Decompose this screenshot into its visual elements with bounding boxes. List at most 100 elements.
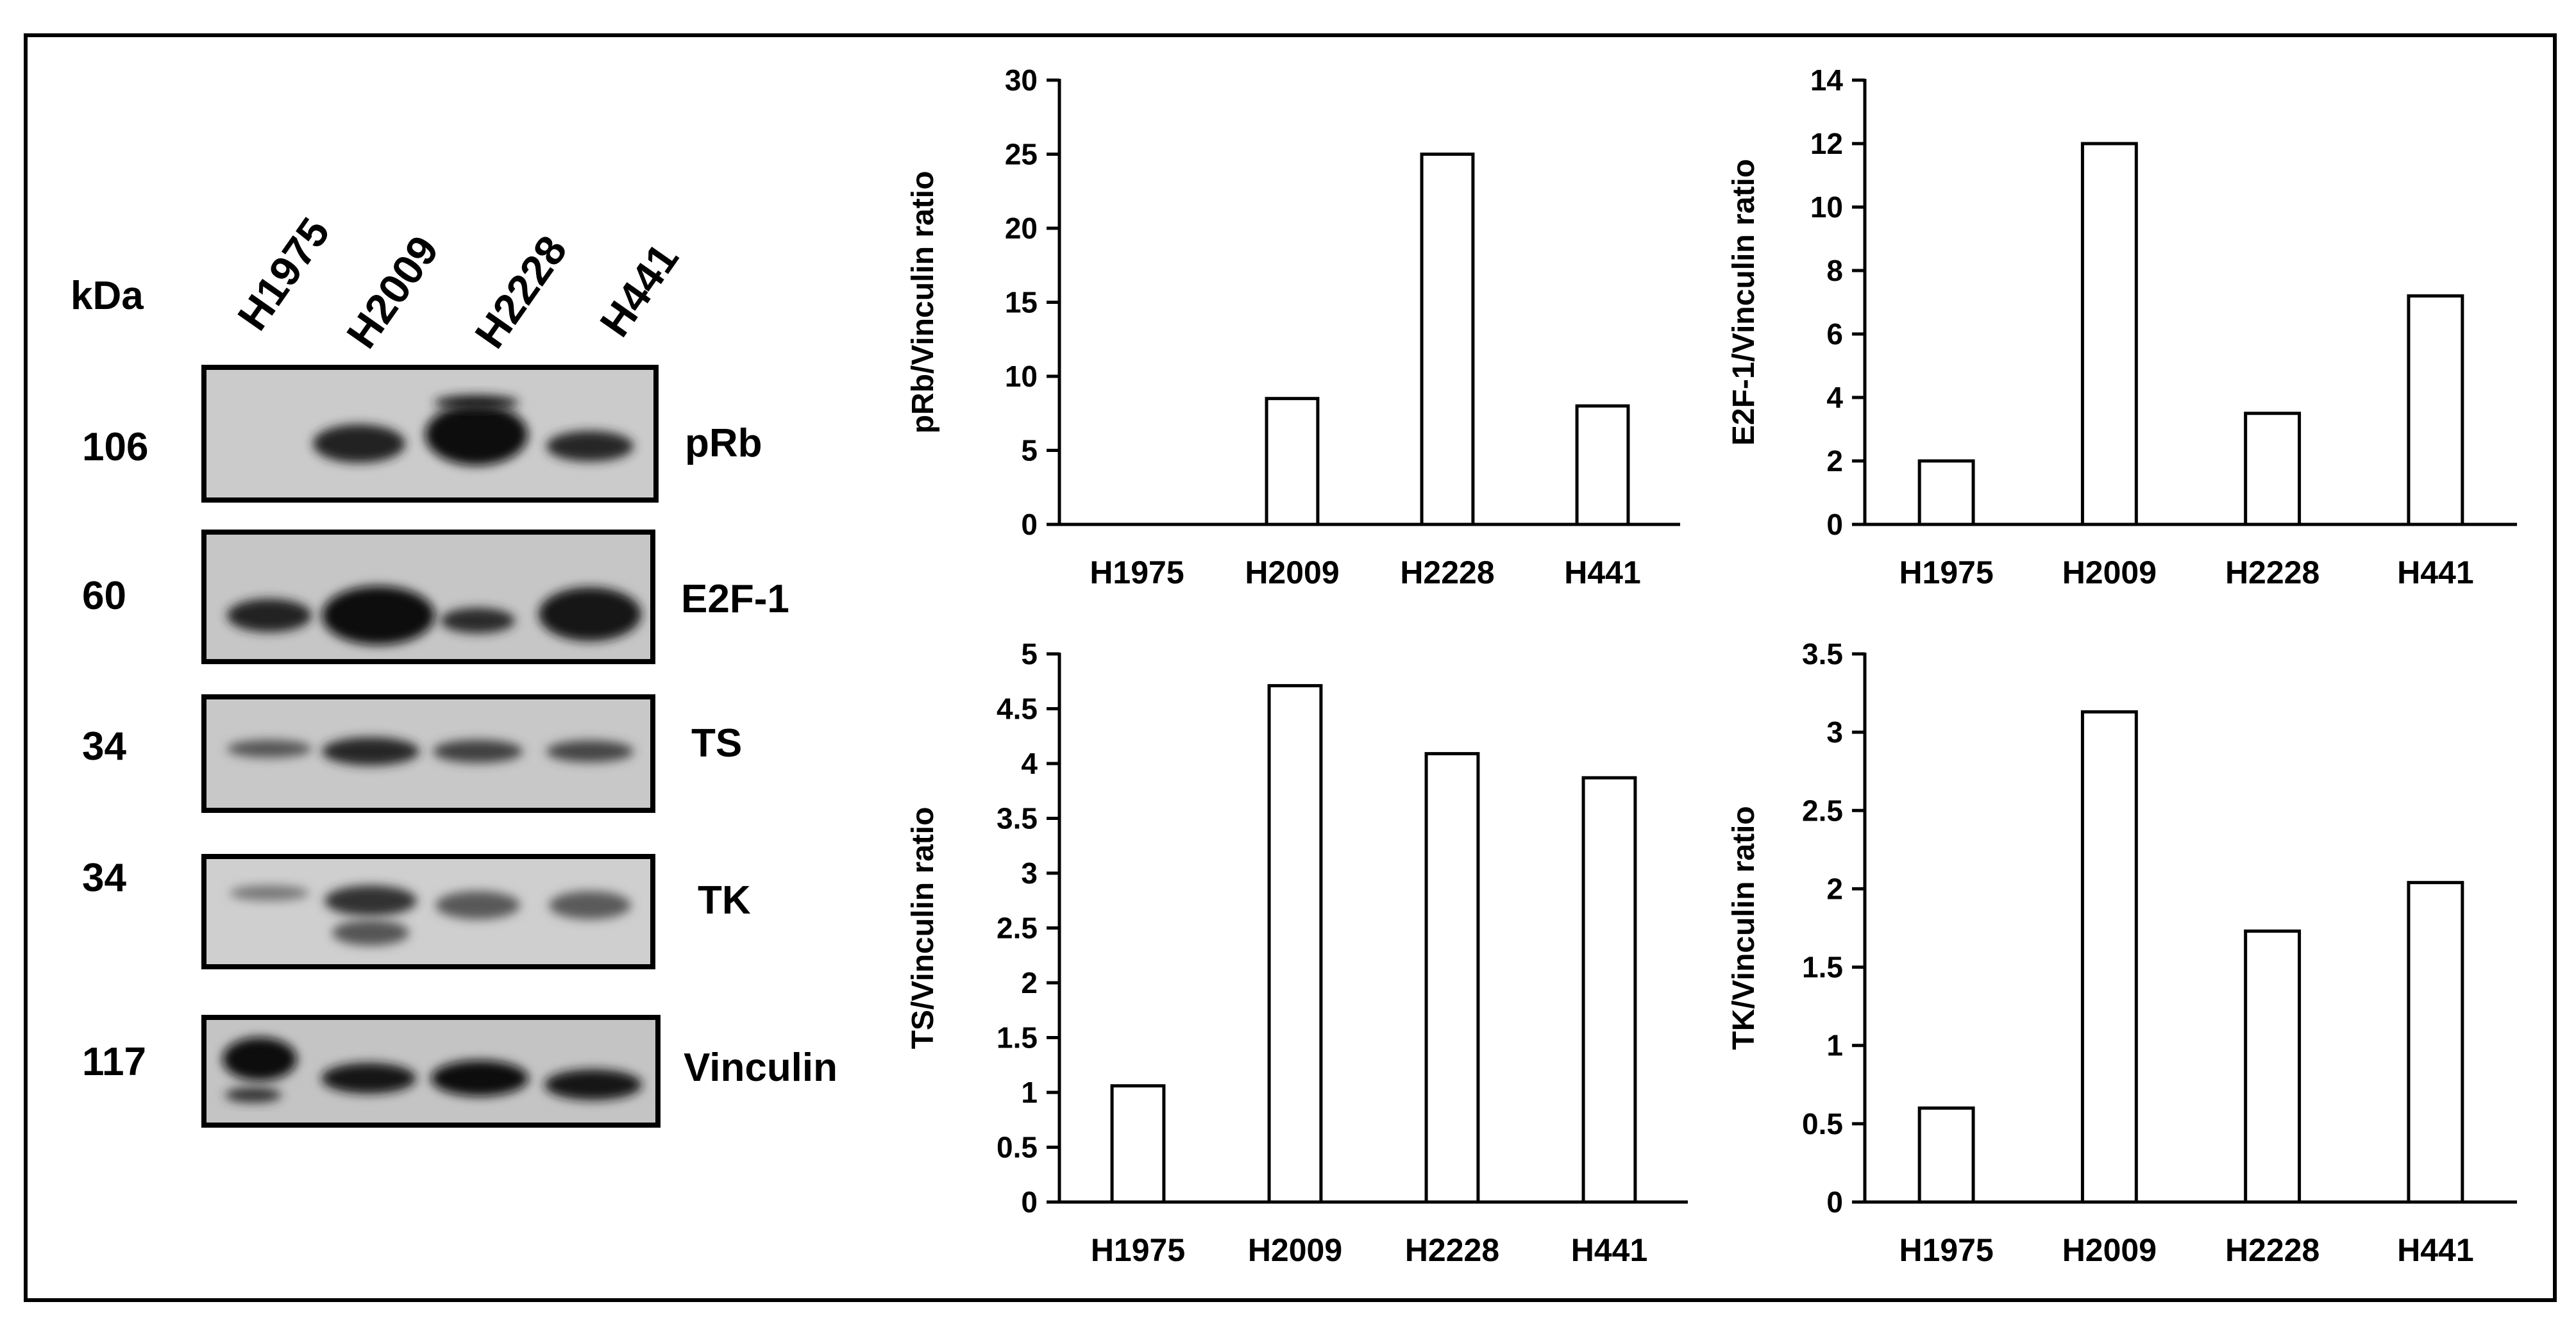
bar — [1265, 397, 1320, 526]
y-tick-label: 4.5 — [997, 692, 1038, 726]
blot-row-tk: 34 TK — [82, 854, 751, 969]
blot-band — [434, 395, 519, 410]
blot-band — [431, 1060, 528, 1096]
x-tick-label: H441 — [1571, 1232, 1648, 1268]
blot-image-frame — [201, 854, 655, 969]
x-tick-label: H441 — [2397, 555, 2474, 590]
bar — [2407, 294, 2464, 526]
y-tick-label: 8 — [1826, 254, 1843, 287]
protein-label: pRb — [685, 421, 762, 465]
y-tick-label: 0 — [1826, 508, 1843, 541]
e2f1-ratio-chart: 0 2 4 6 8 10 12 14 H1975 H2009 H2228 H441 E2F-1/Vinc… — [1727, 63, 2517, 590]
x-tick-label: H2228 — [2225, 555, 2319, 590]
kda-value: 34 — [82, 856, 126, 900]
kda-value: 60 — [82, 574, 126, 618]
kda-value: 106 — [82, 425, 148, 469]
bar — [2407, 881, 2464, 1204]
y-tick-label: 30 — [1005, 63, 1038, 97]
kda-unit-label: kDa — [71, 274, 144, 318]
blot-row-vinculin: 117 Vinculin — [82, 1015, 838, 1128]
blot-band — [313, 424, 405, 463]
y-tick-label: 10 — [1005, 360, 1038, 393]
blot-band — [435, 891, 520, 919]
y-tick-label: 2 — [1826, 444, 1843, 478]
prb-ratio-chart: 0 5 10 15 20 25 30 H1975 H2009 H2228 H441 pRb/Vincu… — [906, 63, 1680, 590]
y-axis-label: TS/Vinculin ratio — [906, 807, 940, 1049]
y-tick-label: 1.5 — [1802, 951, 1843, 984]
y-tick-label: 0 — [1021, 508, 1038, 541]
bar — [2080, 142, 2138, 526]
blot-row-ts: 34 TS — [82, 694, 742, 813]
y-tick-label: 3.5 — [997, 802, 1038, 835]
x-tick-label: H2228 — [1400, 555, 1494, 590]
blot-band — [230, 885, 309, 901]
y-tick-label: 4 — [1826, 381, 1843, 414]
y-tick-label: 0 — [1826, 1185, 1843, 1219]
blot-bands — [313, 395, 634, 465]
x-tick-label: H1975 — [1091, 1232, 1185, 1268]
y-tick-label: 2 — [1021, 966, 1038, 999]
blot-band — [425, 404, 528, 465]
y-tick-label: 4 — [1021, 747, 1038, 780]
blot-band — [332, 920, 409, 946]
x-tick-label: H2009 — [2062, 1232, 2157, 1268]
protein-label: TK — [698, 878, 751, 923]
ts-ratio-chart: 0 0.5 1 1.5 2 2.5 3 3.5 4 4.5 5 H1975 H2009 H2228 H441… — [906, 637, 1688, 1268]
blot-bands — [227, 737, 634, 765]
y-tick-label: 0.5 — [1802, 1107, 1843, 1140]
bar — [1420, 153, 1475, 526]
bar — [1267, 684, 1323, 1204]
blot-band — [546, 431, 634, 462]
y-tick-label: 25 — [1005, 138, 1038, 171]
bar — [1917, 1106, 1975, 1204]
blot-band — [441, 608, 515, 633]
blot-band — [546, 740, 634, 762]
y-tick-label: 10 — [1810, 190, 1843, 224]
y-tick-label: 5 — [1021, 637, 1038, 671]
blot-band — [433, 740, 523, 763]
kda-value: 117 — [82, 1040, 146, 1084]
bar — [1917, 459, 1975, 526]
blot-band — [223, 1037, 297, 1081]
y-tick-label: 1 — [1826, 1029, 1843, 1062]
bar — [2244, 929, 2302, 1204]
protein-label: E2F-1 — [681, 577, 789, 621]
y-tick-label: 6 — [1826, 317, 1843, 351]
y-tick-label: 2.5 — [1802, 794, 1843, 827]
y-tick-label: 5 — [1021, 434, 1038, 467]
blot-band — [227, 740, 312, 758]
blot-band — [549, 891, 631, 919]
bar — [1110, 1084, 1166, 1204]
x-tick-label: H441 — [2397, 1232, 2474, 1268]
y-tick-label: 3 — [1826, 715, 1843, 749]
blot-band — [324, 885, 417, 916]
blot-bands — [223, 1037, 642, 1103]
bar — [1575, 404, 1630, 526]
kda-value: 34 — [82, 724, 126, 769]
bar — [1581, 776, 1637, 1204]
y-tick-label: 3.5 — [1802, 637, 1843, 671]
y-tick-label: 3 — [1021, 856, 1038, 890]
bar — [1424, 752, 1480, 1204]
y-tick-label: 15 — [1005, 286, 1038, 319]
bar — [2244, 412, 2302, 526]
protein-label: TS — [691, 721, 742, 765]
bar — [2080, 710, 2138, 1204]
blot-bands — [230, 885, 631, 946]
y-tick-label: 1 — [1021, 1076, 1038, 1109]
blot-band — [322, 586, 435, 645]
y-tick-label: 12 — [1810, 127, 1843, 160]
y-tick-label: 1.5 — [997, 1021, 1038, 1055]
y-axis-label: TK/Vinculin ratio — [1727, 806, 1761, 1049]
blot-row-e2f1: 60 E2F-1 — [82, 530, 789, 664]
y-tick-label: 2 — [1826, 872, 1843, 905]
protein-label: Vinculin — [684, 1046, 838, 1090]
blot-band — [321, 1063, 416, 1094]
blot-band — [227, 599, 312, 632]
y-tick-label: 20 — [1005, 212, 1038, 245]
y-axis-label: pRb/Vinculin ratio — [906, 171, 940, 434]
x-tick-label: H2009 — [2062, 555, 2157, 590]
y-tick-label: 0.5 — [997, 1131, 1038, 1164]
y-axis-label: E2F-1/Vinculin ratio — [1727, 159, 1761, 446]
y-tick-label: 2.5 — [997, 912, 1038, 945]
